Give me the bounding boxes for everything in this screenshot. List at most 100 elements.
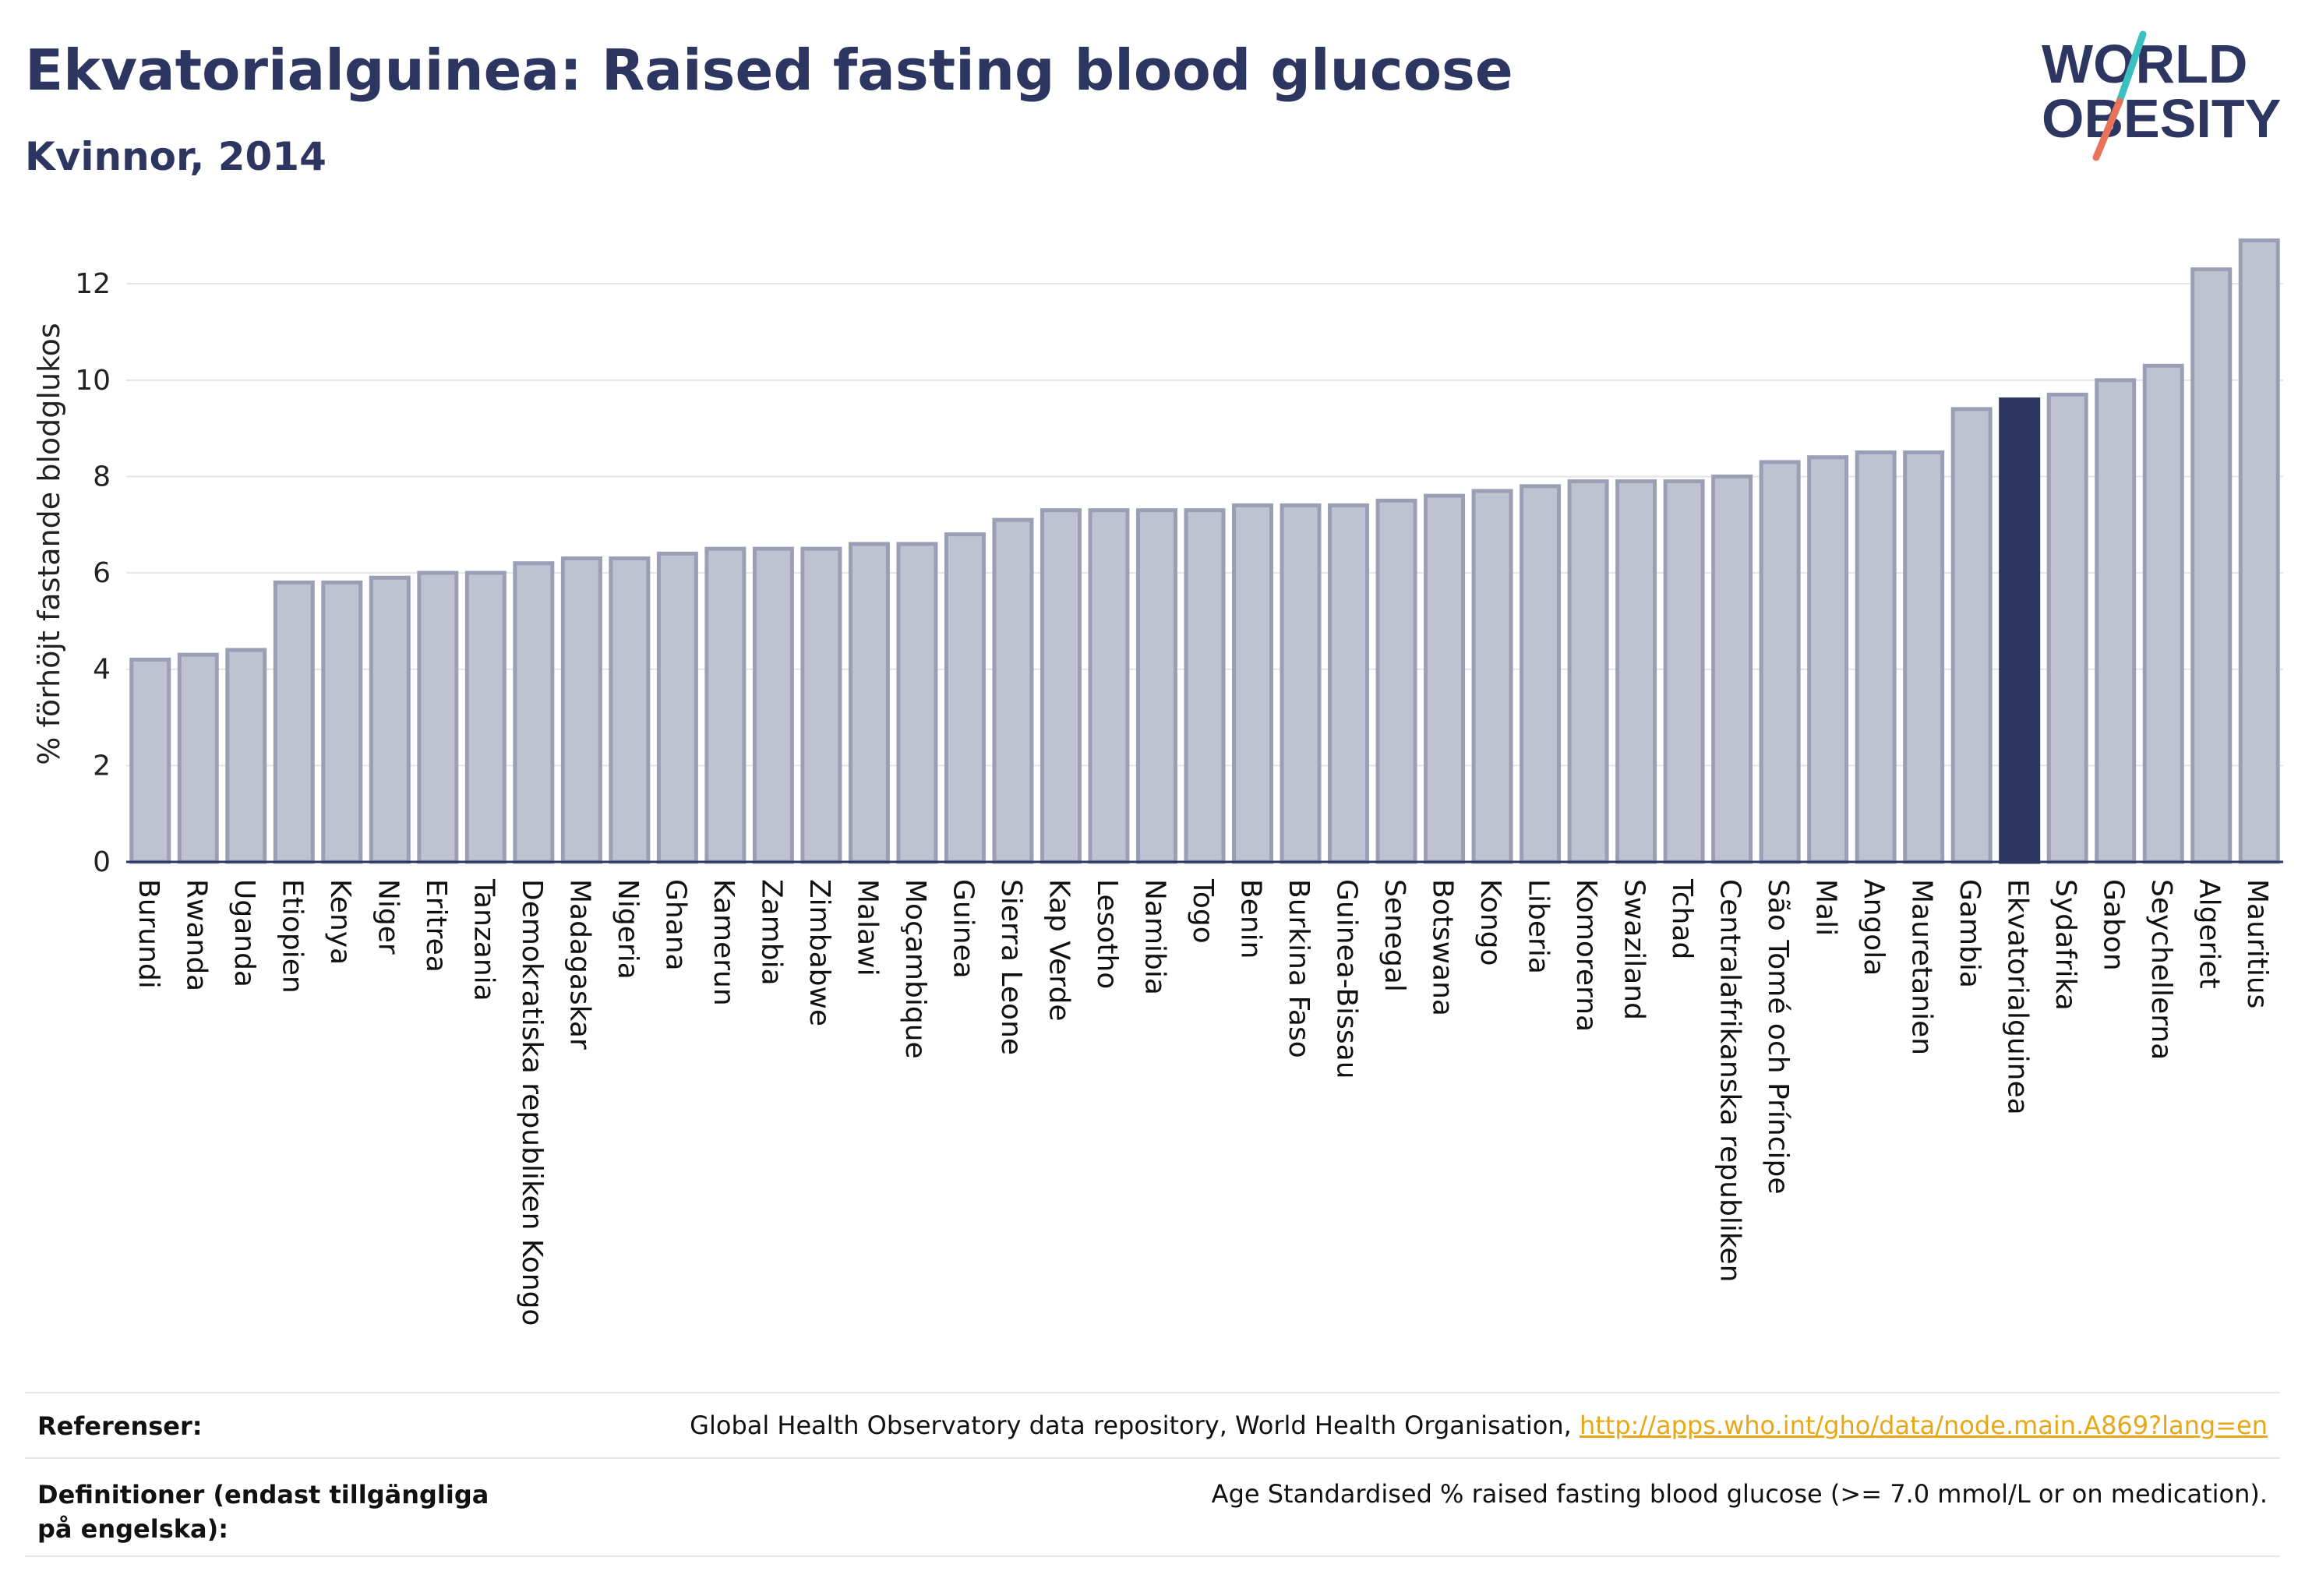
x-tick-label: Mali xyxy=(1810,879,1842,936)
bar-mauritius xyxy=(2238,238,2280,864)
bar-komorerna xyxy=(1567,479,1609,864)
bar-seychellerna xyxy=(2142,363,2184,864)
x-tick-label: Ghana xyxy=(659,879,691,971)
x-tick-label: Nigeria xyxy=(612,879,644,980)
bar-namibia xyxy=(1135,508,1177,864)
footer-divider-middle xyxy=(25,1457,2280,1459)
bar-swaziland xyxy=(1615,479,1657,864)
x-axis-labels: Burundi Rwanda Uganda Etiopien Kenya Niger Eri… xyxy=(132,878,2273,1326)
bar-s-o-tom-och-pr-ncipe xyxy=(1759,460,1801,864)
x-tick-label: Zimbabwe xyxy=(803,879,835,1026)
x-tick-label: Togo xyxy=(1187,878,1219,944)
bar-sierra-leone xyxy=(992,517,1034,864)
y-tick-label: 10 xyxy=(75,365,111,397)
x-tick-label: Botswana xyxy=(1427,879,1459,1016)
bar-senegal xyxy=(1375,498,1417,864)
bar-burundi xyxy=(129,657,171,864)
bar-benin xyxy=(1232,503,1274,864)
bar-lesotho xyxy=(1088,508,1130,864)
bar-tanzania xyxy=(464,570,507,864)
x-tick-label: Demokratiska republiken Kongo xyxy=(516,879,548,1326)
x-tick-label: Rwanda xyxy=(180,879,212,991)
bar-madagaskar xyxy=(560,556,602,864)
page-subtitle: Kvinnor, 2014 xyxy=(25,134,327,179)
x-tick-label: Senegal xyxy=(1378,879,1410,992)
x-tick-label: Benin xyxy=(1235,879,1267,959)
footer-divider-top xyxy=(25,1392,2280,1393)
bar-tchad xyxy=(1663,479,1705,864)
bar-rwanda xyxy=(177,652,219,864)
logo-slash-bottom-icon xyxy=(2092,97,2123,161)
bar-eritrea xyxy=(417,570,459,864)
definitions-value: Age Standardised % raised fasting blood … xyxy=(1211,1479,2268,1509)
y-tick-label: 2 xyxy=(93,750,111,782)
x-tick-label: Mauretanien xyxy=(1906,879,1938,1055)
bar-kenya xyxy=(321,580,363,864)
bar-togo xyxy=(1184,508,1226,864)
x-tick-label: Swaziland xyxy=(1618,879,1650,1020)
x-tick-label: Komorerna xyxy=(1570,879,1602,1032)
y-tick-label: 8 xyxy=(93,461,111,493)
definitions-row: Definitioner (endast tillgängliga på eng… xyxy=(25,1459,2280,1555)
bar-gabon xyxy=(2095,378,2137,864)
logo-slash-top-icon xyxy=(2116,30,2147,105)
x-tick-label: São Tomé och Príncipe xyxy=(1762,879,1794,1195)
x-tick-label: Kongo xyxy=(1474,879,1506,966)
x-tick-label: Tchad xyxy=(1666,878,1698,959)
references-link[interactable]: http://apps.who.int/gho/data/node.main.A… xyxy=(1579,1411,2268,1440)
bar-uganda xyxy=(225,648,267,864)
logo-word-obesity: OBESITY xyxy=(2042,88,2281,149)
references-text: Global Health Observatory data repositor… xyxy=(690,1411,1580,1440)
bar-botswana xyxy=(1424,493,1466,864)
x-tick-label: Niger xyxy=(372,879,404,955)
references-value: Global Health Observatory data repositor… xyxy=(690,1411,2268,1440)
bar-etiopien xyxy=(273,580,315,864)
bar-gambia xyxy=(1950,407,1993,864)
y-axis-title: % förhöjt fastande blodglukos xyxy=(32,323,66,764)
world-obesity-logo: WORLD OBESITY xyxy=(2042,30,2281,161)
bar-guinea xyxy=(944,532,986,864)
footer-divider-bottom xyxy=(25,1555,2280,1557)
y-axis-ticks: 0 2 4 6 8 10 12 xyxy=(75,268,111,878)
y-tick-label: 0 xyxy=(93,846,111,878)
x-tick-label: Kamerun xyxy=(708,879,740,1006)
bar-ghana xyxy=(656,551,698,864)
x-tick-label: Centralafrikanska republiken xyxy=(1714,879,1746,1282)
x-tick-label: Tanzania xyxy=(468,878,499,1001)
x-tick-label: Guinea-Bissau xyxy=(1331,879,1363,1079)
references-label: Referenser: xyxy=(37,1411,203,1441)
bar-niger xyxy=(369,575,411,864)
x-tick-label: Mauritius xyxy=(2241,879,2273,1008)
bar-algeriet xyxy=(2190,267,2233,864)
page-title: Ekvatorialguinea: Raised fasting blood g… xyxy=(25,37,1513,103)
bar-zambia xyxy=(752,546,794,864)
bar-centralafrikanska-republiken xyxy=(1711,474,1753,864)
bar-mali xyxy=(1807,455,1849,864)
bar-sydafrika xyxy=(2046,392,2088,864)
x-tick-label: Malawi xyxy=(851,879,883,976)
bar-kongo xyxy=(1471,489,1513,864)
y-tick-label: 12 xyxy=(75,268,111,300)
bar-kap-verde xyxy=(1040,508,1082,864)
bar-demokratiska-republiken-kongo xyxy=(513,561,555,864)
x-tick-label: Kap Verde xyxy=(1043,879,1075,1021)
x-tick-label: Moçambique xyxy=(899,879,931,1059)
definitions-label: Definitioner (endast tillgängliga på eng… xyxy=(37,1480,489,1544)
x-tick-label: Seychellerna xyxy=(2145,879,2177,1060)
x-tick-label: Eritrea xyxy=(420,879,452,973)
references-row: Referenser: Global Health Observatory da… xyxy=(25,1393,2280,1457)
bar-ekvatorialguinea xyxy=(1999,397,2041,864)
bar-nigeria xyxy=(609,556,651,864)
bar-angola xyxy=(1855,450,1897,864)
x-tick-label: Kenya xyxy=(324,879,356,965)
y-tick-label: 6 xyxy=(93,557,111,589)
x-tick-label: Uganda xyxy=(228,879,260,987)
x-tick-label: Lesotho xyxy=(1091,879,1123,989)
x-tick-label: Sydafrika xyxy=(2049,879,2081,1011)
bars xyxy=(129,238,2280,864)
y-tick-label: 4 xyxy=(93,654,111,686)
x-tick-label: Zambia xyxy=(755,879,787,986)
bar-chart: 0 2 4 6 8 10 12 Burundi Rwanda Uganda Etiopien Ken… xyxy=(32,238,2283,1326)
x-tick-label: Algeriet xyxy=(2194,879,2226,989)
x-tick-label: Liberia xyxy=(1523,879,1555,974)
